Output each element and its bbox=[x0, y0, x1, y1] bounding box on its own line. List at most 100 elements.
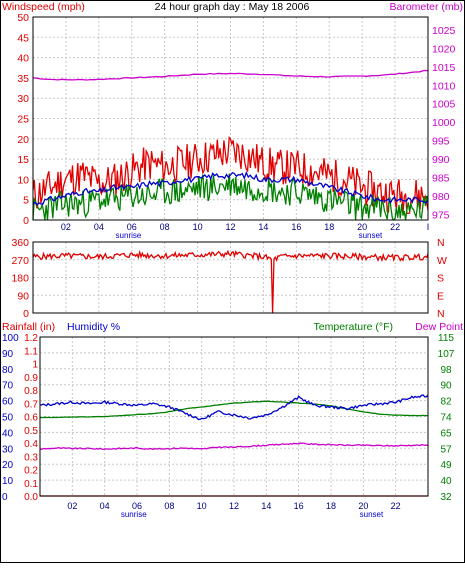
rainfall-tick: 0.0 bbox=[24, 492, 38, 503]
series-direction bbox=[32, 249, 429, 314]
panel2-series bbox=[32, 249, 429, 314]
barometer-tick: 975 bbox=[432, 209, 450, 221]
temperature-tick: 40 bbox=[440, 476, 452, 487]
humidity-tick: 100 bbox=[2, 333, 19, 344]
x-tick-label: 04 bbox=[94, 222, 104, 232]
dewpoint-axis-label: Dew Point bbox=[415, 321, 463, 333]
windspeed-axis-label: Windspeed (mph) bbox=[2, 1, 85, 13]
panel1-plot-border bbox=[32, 16, 429, 221]
humidity-tick: 30 bbox=[2, 444, 14, 455]
humidity-tick: 90 bbox=[2, 349, 14, 360]
chart-title: 24 hour graph day : May 18 2006 bbox=[155, 1, 310, 13]
compass-tick: S bbox=[437, 273, 444, 285]
panel2-degree-ticks: 360 270 180 90 0 bbox=[11, 237, 29, 320]
x-tick-label: 06 bbox=[132, 501, 142, 511]
direction-tick: 180 bbox=[11, 273, 29, 285]
humidity-tick: 0 bbox=[2, 492, 8, 503]
rainfall-tick: 1.1 bbox=[24, 346, 38, 357]
windspeed-tick: 20 bbox=[17, 134, 29, 146]
x-tick-label: 20 bbox=[357, 222, 367, 232]
windspeed-tick: 50 bbox=[17, 12, 29, 24]
temperature-tick: 107 bbox=[438, 349, 455, 360]
series-temperature bbox=[39, 400, 429, 419]
barometer-tick: 1020 bbox=[432, 43, 456, 55]
x-tick-label: 08 bbox=[160, 222, 170, 232]
rainfall-tick: 0.4 bbox=[24, 439, 38, 450]
x-tick-label: 02 bbox=[61, 222, 71, 232]
panel3-x-labels: 02 04 06 08 10 12 14 16 18 20 22 bbox=[67, 501, 400, 511]
windspeed-tick: 30 bbox=[17, 93, 29, 105]
temperature-tick: 74 bbox=[440, 413, 452, 424]
x-tick-label: 06 bbox=[127, 222, 137, 232]
temperature-tick: 98 bbox=[440, 365, 452, 376]
temperature-tick: 32 bbox=[440, 492, 452, 503]
temperature-tick: 82 bbox=[440, 397, 452, 408]
humidity-tick: 40 bbox=[2, 428, 14, 439]
direction-tick: 0 bbox=[23, 308, 29, 320]
humidity-tick: 20 bbox=[2, 460, 14, 471]
rainfall-tick: 0.2 bbox=[24, 466, 38, 477]
rainfall-tick: 0.1 bbox=[24, 479, 38, 490]
barometer-tick: 980 bbox=[432, 191, 450, 203]
humidity-tick: 50 bbox=[2, 413, 14, 424]
series-windspeed bbox=[32, 136, 429, 215]
windspeed-tick: 45 bbox=[17, 32, 29, 44]
compass-tick: E bbox=[437, 290, 444, 302]
windspeed-tick: 35 bbox=[17, 73, 29, 85]
temperature-tick: 57 bbox=[440, 444, 452, 455]
barometer-tick: 1025 bbox=[432, 25, 456, 37]
direction-tick: 90 bbox=[17, 290, 29, 302]
rainfall-tick: 0.8 bbox=[24, 386, 38, 397]
panel3-sunset-label: sunset bbox=[360, 510, 384, 519]
barometer-tick: 985 bbox=[432, 173, 450, 185]
x-tick-label: I bbox=[427, 222, 430, 232]
rainfall-tick: 0.6 bbox=[24, 413, 38, 424]
humidity-tick: 70 bbox=[2, 381, 14, 392]
compass-tick: N bbox=[437, 237, 445, 249]
x-tick-label: 08 bbox=[164, 501, 174, 511]
x-tick-label: 02 bbox=[67, 501, 77, 511]
rainfall-tick: 1 bbox=[32, 360, 38, 371]
barometer-tick: 1000 bbox=[432, 117, 456, 129]
barometer-axis-label: Barometer (mb) bbox=[389, 1, 463, 13]
direction-tick: 360 bbox=[11, 237, 29, 249]
rainfall-tick: 0.3 bbox=[24, 452, 38, 463]
temperature-tick: 90 bbox=[440, 381, 452, 392]
temperature-tick: 65 bbox=[440, 428, 452, 439]
windspeed-tick: 10 bbox=[17, 174, 29, 186]
x-tick-label: 16 bbox=[291, 222, 301, 232]
temperature-tick: 115 bbox=[438, 333, 454, 344]
barometer-tick: 990 bbox=[432, 154, 450, 166]
panel3-sunrise-label: sunrise bbox=[121, 510, 147, 519]
panel2-plot-border bbox=[32, 241, 429, 314]
rainfall-tick: 0.7 bbox=[24, 399, 38, 410]
rainfall-tick: 0.5 bbox=[24, 426, 38, 437]
temperature-axis-label: Temperature (°F) bbox=[314, 321, 393, 333]
series-dewpoint bbox=[39, 442, 429, 451]
x-tick-label: 18 bbox=[326, 501, 336, 511]
panel1-sunrise-label: sunrise bbox=[116, 231, 142, 240]
windspeed-tick: 0 bbox=[23, 215, 29, 227]
x-tick-label: 10 bbox=[193, 222, 203, 232]
series-humidity bbox=[39, 394, 429, 421]
x-tick-label: 16 bbox=[294, 501, 304, 511]
barometer-tick: 1010 bbox=[432, 80, 456, 92]
x-tick-label: 14 bbox=[261, 501, 271, 511]
humidity-axis-label: Humidity % bbox=[67, 321, 120, 333]
x-tick-label: 04 bbox=[100, 501, 110, 511]
windspeed-tick: 5 bbox=[23, 195, 29, 207]
x-tick-label: 22 bbox=[390, 222, 400, 232]
x-tick-label: 20 bbox=[358, 501, 368, 511]
panel3-plot-border bbox=[39, 336, 429, 497]
x-tick-label: 18 bbox=[324, 222, 334, 232]
humidity-tick: 60 bbox=[2, 397, 14, 408]
barometer-tick: 995 bbox=[432, 136, 450, 148]
series-wind-average bbox=[32, 170, 429, 206]
x-tick-label: 10 bbox=[197, 501, 207, 511]
panel1-sunset-label: sunset bbox=[359, 231, 383, 240]
